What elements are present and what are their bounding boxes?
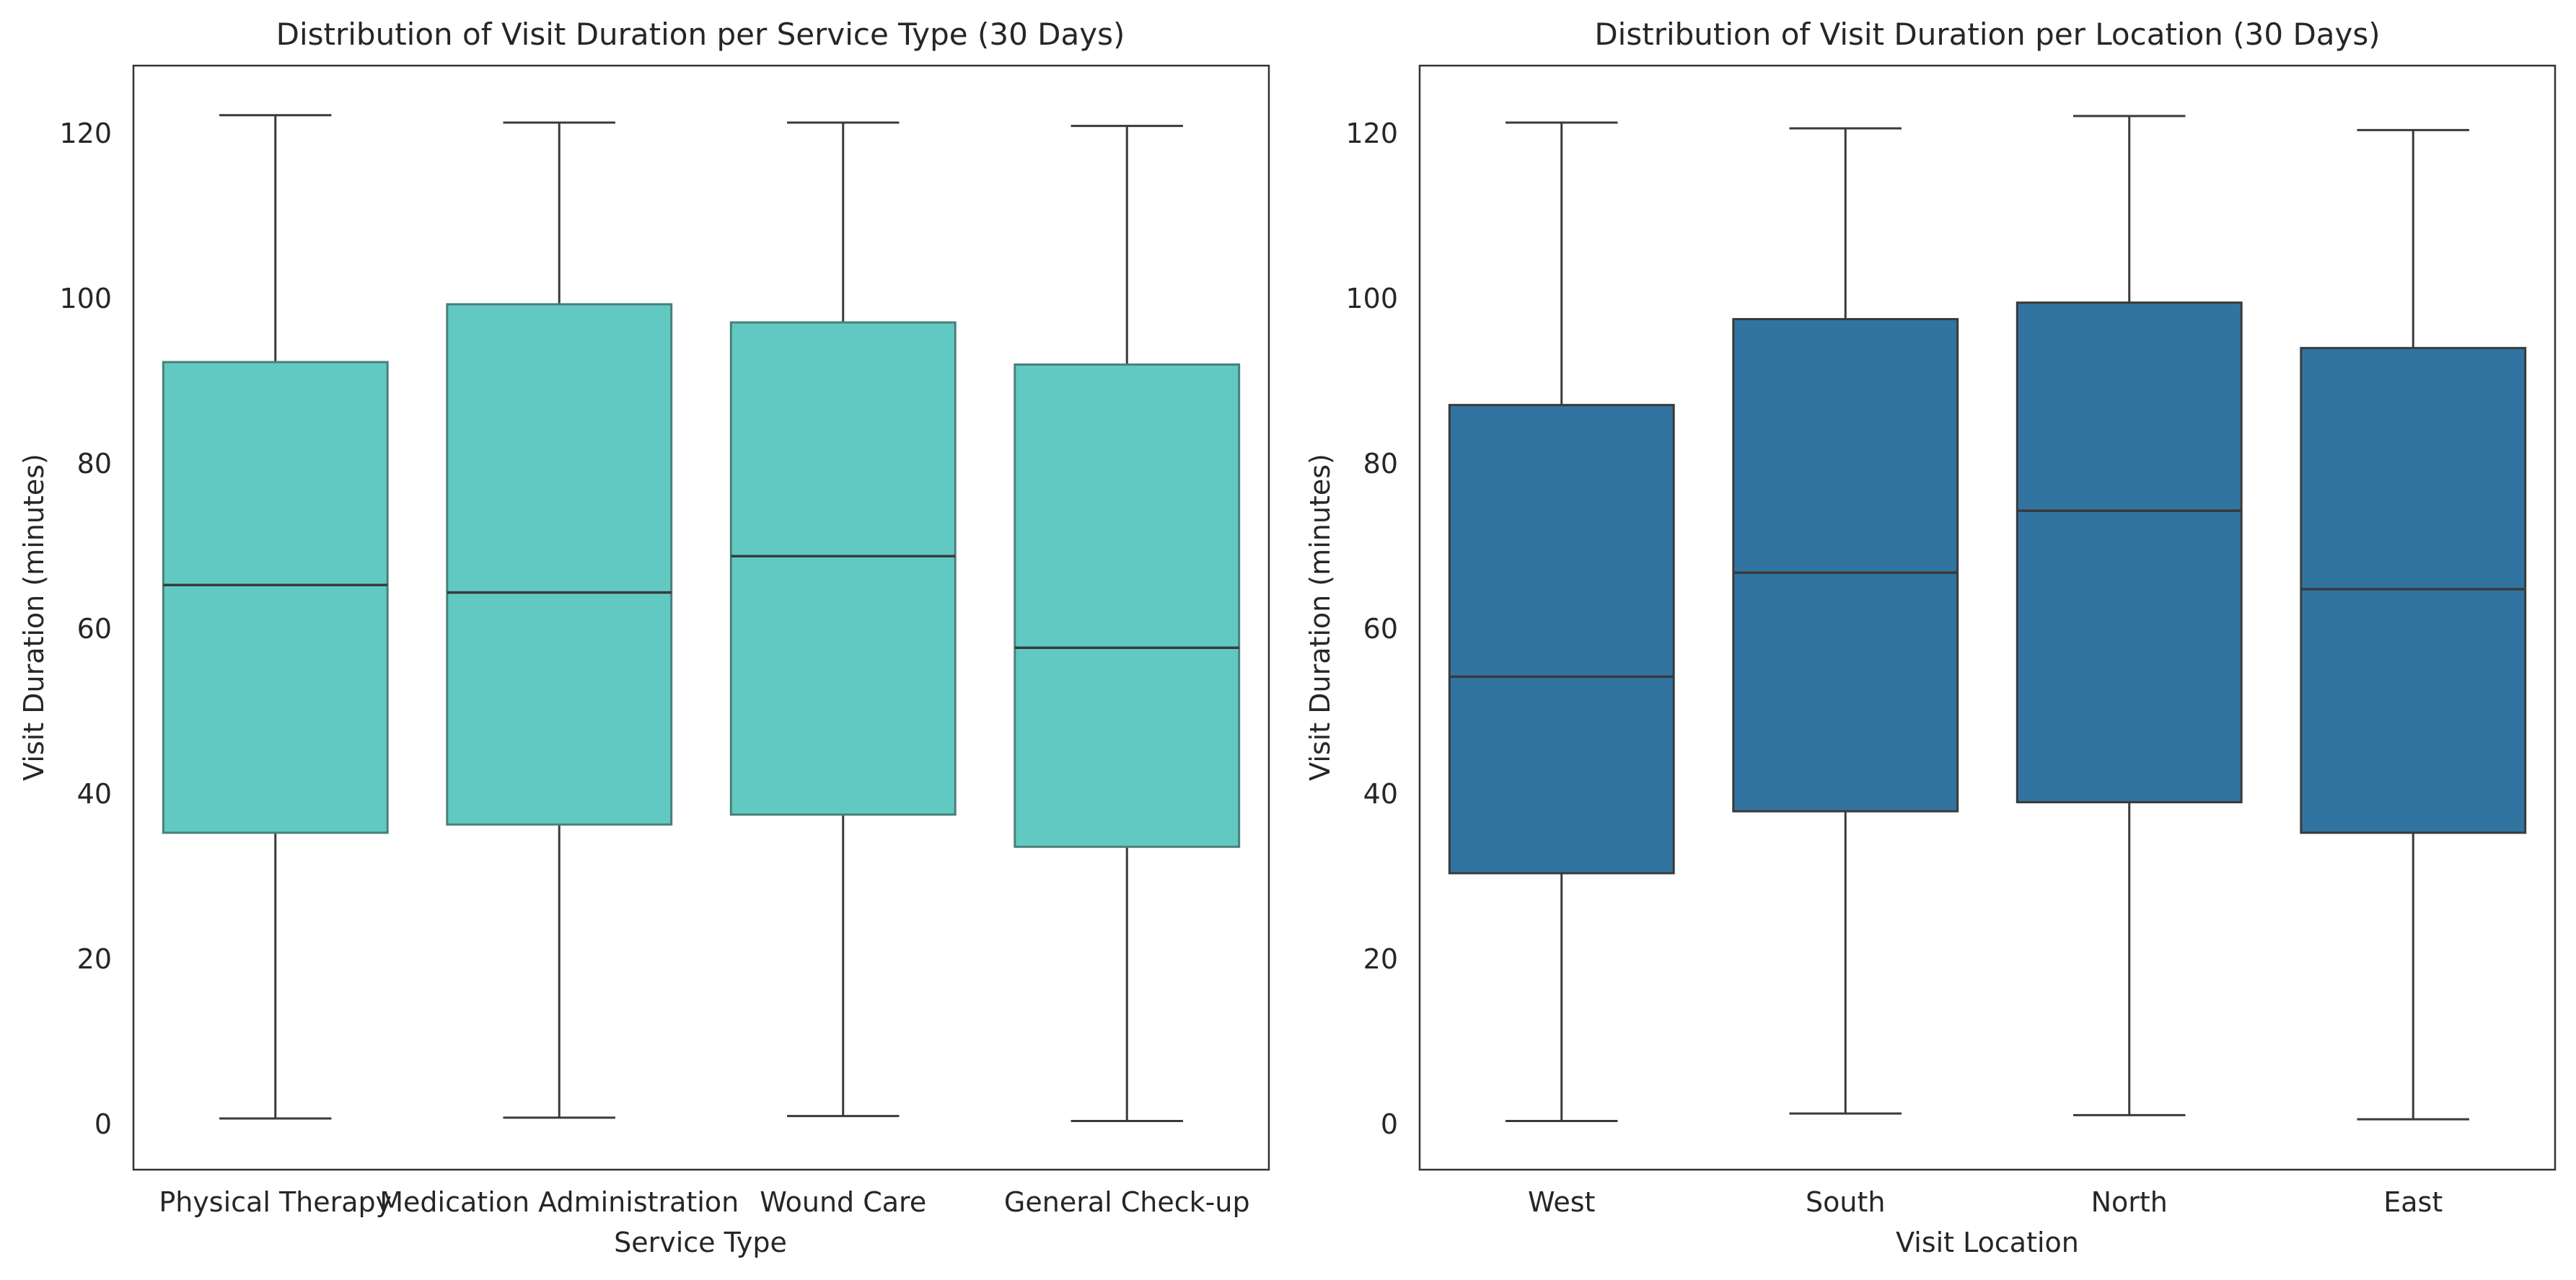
iqr-box (2015, 301, 2243, 803)
box-0 (1448, 121, 1675, 1122)
x-tick-label: East (2383, 1186, 2443, 1218)
boxes (162, 114, 1241, 1122)
y-tick-label: 60 (1363, 613, 1398, 645)
y-tick-label: 60 (77, 613, 112, 645)
boxes (1448, 115, 2527, 1122)
box-0 (162, 114, 389, 1120)
iqr-box (1732, 318, 1959, 813)
x-tick-label: Medication Administration (379, 1186, 739, 1218)
iqr-box (729, 321, 957, 816)
y-tick-label: 100 (1345, 283, 1398, 314)
box-1 (446, 121, 673, 1119)
y-tick-label: 20 (1363, 943, 1398, 975)
y-axis-label: Visit Duration (minutes) (1304, 454, 1336, 781)
chart-title: Distribution of Visit Duration per Locat… (1594, 17, 2380, 52)
x-tick-label: North (2091, 1186, 2168, 1218)
iqr-box (162, 361, 389, 834)
y-tick-label: 40 (77, 778, 112, 810)
y-tick-label: 80 (77, 448, 112, 480)
y-axis-label: Visit Duration (minutes) (18, 454, 50, 781)
box-3 (1014, 125, 1241, 1122)
iqr-box (446, 303, 673, 826)
y-tick-label: 20 (77, 943, 112, 975)
x-axis-label: Service Type (614, 1227, 787, 1258)
box-2 (2015, 115, 2243, 1116)
chart-title: Distribution of Visit Duration per Servi… (276, 17, 1125, 52)
x-tick-labels: West South North East (1528, 1186, 2443, 1218)
service-type-boxplot: Distribution of Visit Duration per Servi… (18, 17, 1270, 1258)
y-tick-label: 80 (1363, 448, 1398, 480)
x-tick-label: South (1806, 1186, 1885, 1218)
y-tick-labels: 0 20 40 60 80 100 120 (59, 118, 112, 1140)
iqr-box (1014, 363, 1241, 848)
box-2 (729, 121, 957, 1118)
box-1 (1732, 127, 1959, 1115)
x-tick-label: Physical Therapy (159, 1186, 392, 1218)
plot-frame (132, 64, 1270, 1171)
plot-frame (1418, 64, 2557, 1171)
x-tick-label: West (1528, 1186, 1595, 1218)
x-tick-label: Wound Care (760, 1186, 926, 1218)
x-tick-label: General Check-up (1004, 1186, 1250, 1218)
location-boxplot: Distribution of Visit Duration per Locat… (1304, 17, 2557, 1258)
y-tick-label: 0 (1381, 1108, 1398, 1140)
x-axis-label: Visit Location (1896, 1227, 2079, 1258)
y-tick-label: 0 (94, 1108, 112, 1140)
y-tick-label: 120 (1345, 118, 1398, 149)
box-3 (2300, 128, 2527, 1121)
y-tick-labels: 0 20 40 60 80 100 120 (1345, 118, 1398, 1140)
y-tick-label: 40 (1363, 778, 1398, 810)
y-tick-label: 100 (59, 283, 112, 314)
y-tick-label: 120 (59, 118, 112, 149)
iqr-box (1448, 404, 1675, 875)
